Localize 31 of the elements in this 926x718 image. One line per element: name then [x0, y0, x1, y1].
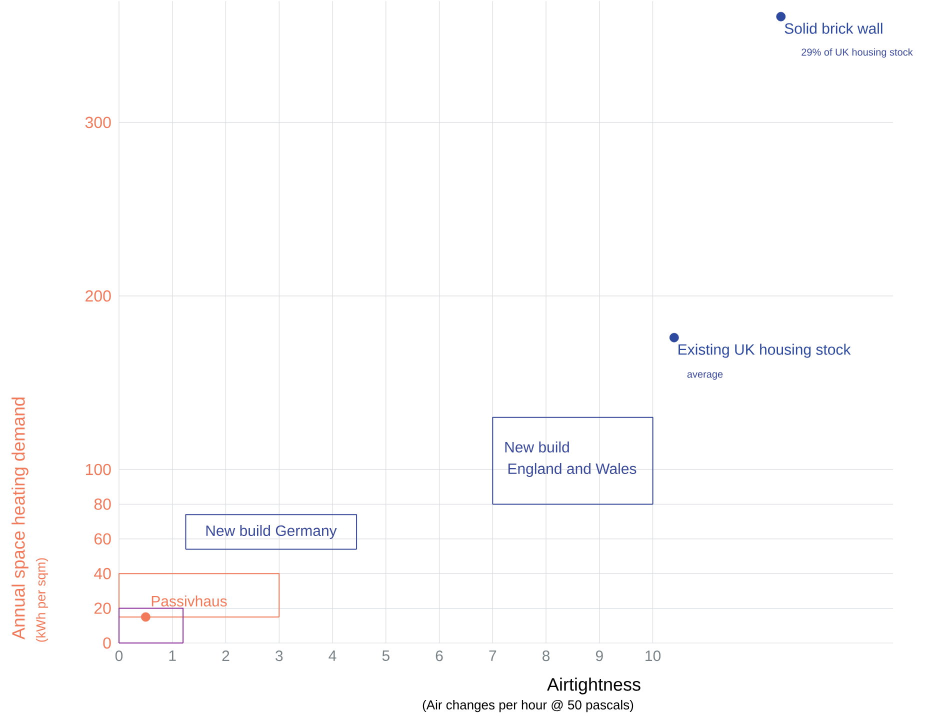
- y-tick-label: 100: [86, 464, 111, 476]
- y-tick-label: 40: [94, 568, 111, 580]
- y-tick-label: 60: [94, 533, 111, 545]
- x-tick-label: 6: [436, 650, 443, 662]
- x-tick-label: 3: [276, 650, 283, 662]
- x-tick-label: 2: [222, 650, 230, 661]
- annotation: Passivhaus: [152, 595, 227, 606]
- annotation: New build: [505, 441, 569, 452]
- text: (kWh per sqm): [36, 558, 48, 642]
- annotation: New build Germany: [206, 525, 337, 539]
- x-tick-label: 10: [646, 650, 661, 662]
- annotation: 29% of UK housing stock: [802, 48, 913, 58]
- text: (Air changes per hour @ 50 pascals): [422, 700, 634, 712]
- y-tick-label: 300: [85, 116, 111, 128]
- y-tick-label: 20: [94, 602, 111, 614]
- x-tick-label: 7: [489, 650, 496, 661]
- x-tick-label: 9: [596, 650, 603, 662]
- annotation: England and Wales: [508, 463, 636, 477]
- series-label: Existing UK housing stock: [678, 344, 851, 358]
- y-axis-title: Annual space heating demand: [12, 398, 28, 640]
- x-axis-title: Airtightness: [547, 678, 640, 694]
- x-tick-label: 0: [115, 650, 123, 662]
- x-tick-label: 5: [382, 650, 390, 661]
- x-tick-label: 8: [542, 650, 550, 662]
- x-tick-label: 1: [169, 650, 176, 661]
- y-tick-label: 200: [86, 290, 111, 302]
- x-tick-label: 4: [328, 650, 336, 661]
- y-tick-label: 0: [103, 637, 111, 649]
- y-tick-label: 80: [94, 498, 111, 510]
- annotation: average: [687, 372, 723, 380]
- series-label: Solid brick wall: [784, 22, 882, 34]
